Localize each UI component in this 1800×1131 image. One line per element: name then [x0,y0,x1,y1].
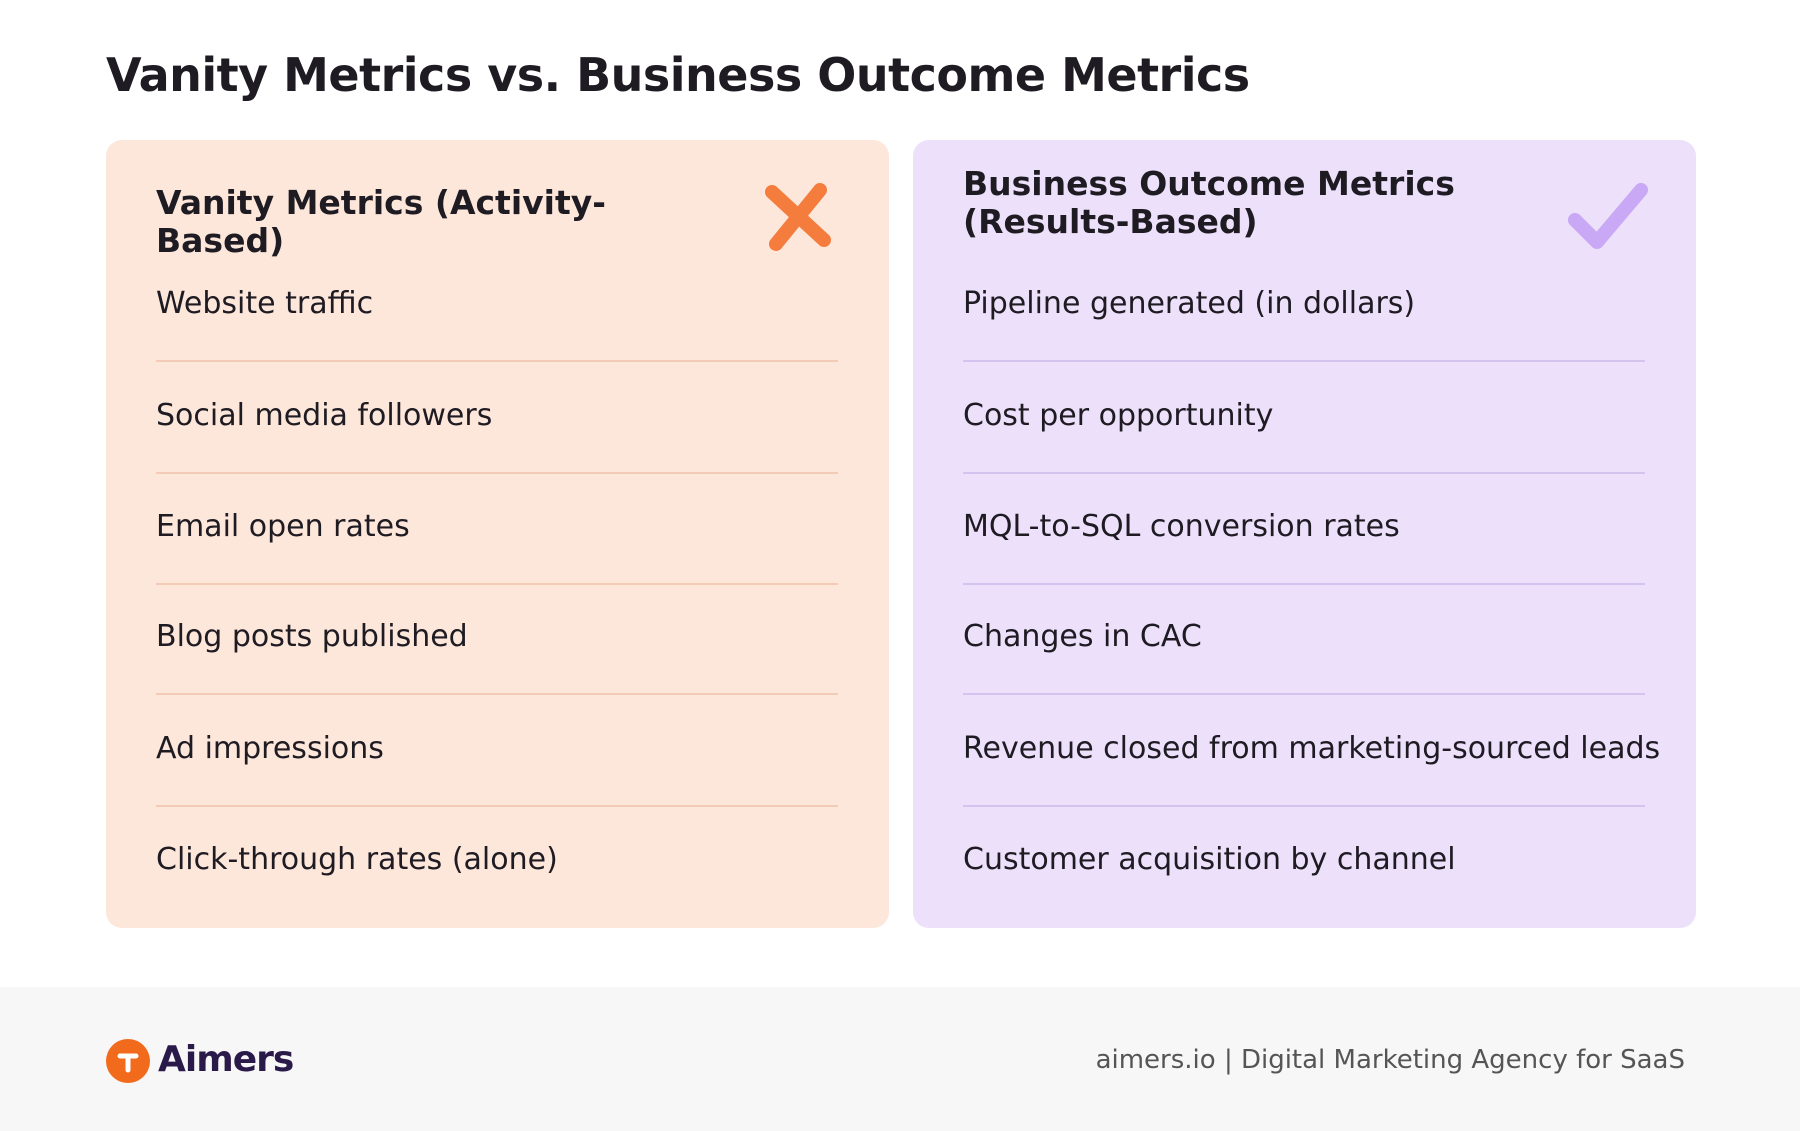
divider [963,583,1645,585]
divider [156,472,838,474]
card-title: Business Outcome Metrics (Results-Based) [963,164,1455,241]
tagline: aimers.io | Digital Marketing Agency for… [1095,1045,1685,1075]
metric-item: Blog posts published [156,619,468,654]
metric-item: Website traffic [156,286,374,321]
metric-item: MQL-to-SQL conversion rates [963,509,1400,544]
logo-icon [106,1039,150,1083]
outcome-card: Business Outcome Metrics (Results-Based)… [913,140,1696,928]
page-title: Vanity Metrics vs. Business Outcome Metr… [106,48,1250,102]
vanity-card: Vanity Metrics (Activity-Based) Website … [106,140,889,928]
divider [156,693,838,695]
divider [156,805,838,807]
metric-item: Click-through rates (alone) [156,842,558,877]
metric-item: Pipeline generated (in dollars) [963,286,1416,321]
divider [963,360,1645,362]
metric-item: Social media followers [156,398,493,433]
divider [963,805,1645,807]
brand: Aimers [158,1039,294,1080]
metric-item: Ad impressions [156,731,384,766]
metric-item: Changes in CAC [963,619,1202,654]
divider [963,472,1645,474]
divider [156,360,838,362]
divider [156,583,838,585]
card-title: Vanity Metrics (Activity-Based) [156,183,606,260]
metric-item: Customer acquisition by channel [963,842,1456,877]
x-icon [765,183,831,251]
metric-item: Cost per opportunity [963,398,1274,433]
check-icon [1568,183,1648,249]
divider [963,693,1645,695]
metric-item: Revenue closed from marketing-sourced le… [963,731,1661,766]
metric-item: Email open rates [156,509,410,544]
footer: Aimers aimers.io | Digital Marketing Age… [0,987,1800,1131]
